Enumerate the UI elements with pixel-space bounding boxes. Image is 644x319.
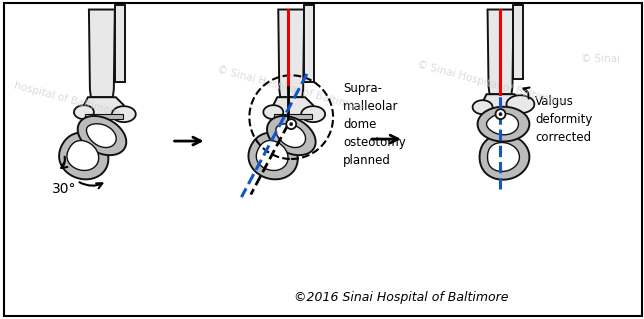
Polygon shape	[488, 143, 520, 172]
Polygon shape	[67, 140, 99, 170]
Text: © Sinai Hospital of Baltimore: © Sinai Hospital of Baltimore	[415, 60, 565, 109]
Polygon shape	[74, 105, 94, 119]
Polygon shape	[274, 114, 312, 119]
Polygon shape	[488, 10, 513, 94]
Polygon shape	[506, 95, 535, 113]
Polygon shape	[84, 97, 124, 119]
Circle shape	[495, 109, 506, 119]
Text: Valgus
deformity
corrected: Valgus deformity corrected	[535, 95, 592, 144]
Text: © Sinai Hospital of Baltimore: © Sinai Hospital of Baltimore	[216, 65, 366, 114]
Polygon shape	[267, 116, 316, 155]
Text: © Sinai: © Sinai	[581, 54, 620, 64]
Polygon shape	[59, 133, 108, 179]
Polygon shape	[473, 100, 493, 114]
Polygon shape	[112, 106, 136, 122]
Polygon shape	[263, 105, 283, 119]
Circle shape	[290, 122, 293, 126]
Circle shape	[499, 113, 502, 116]
Polygon shape	[115, 4, 125, 82]
Polygon shape	[256, 140, 288, 170]
Circle shape	[286, 119, 296, 129]
Polygon shape	[249, 133, 298, 179]
Polygon shape	[480, 134, 529, 180]
Text: ©2016 Sinai Hospital of Baltimore: ©2016 Sinai Hospital of Baltimore	[294, 292, 508, 305]
Text: 30°: 30°	[52, 182, 77, 196]
Polygon shape	[304, 4, 314, 82]
Polygon shape	[276, 124, 305, 147]
Polygon shape	[278, 10, 304, 97]
Text: Supra-
malleolar
dome
osteotomy
planned: Supra- malleolar dome osteotomy planned	[343, 82, 406, 167]
Polygon shape	[78, 116, 126, 155]
Polygon shape	[86, 124, 116, 147]
Polygon shape	[513, 4, 524, 79]
Polygon shape	[89, 10, 115, 97]
Polygon shape	[85, 114, 123, 119]
Text: hospital of Baltimore: hospital of Baltimore	[13, 80, 121, 118]
Polygon shape	[482, 94, 522, 116]
Polygon shape	[273, 97, 313, 119]
Polygon shape	[487, 114, 518, 135]
Polygon shape	[301, 106, 325, 122]
Polygon shape	[478, 107, 529, 142]
Polygon shape	[484, 111, 522, 116]
